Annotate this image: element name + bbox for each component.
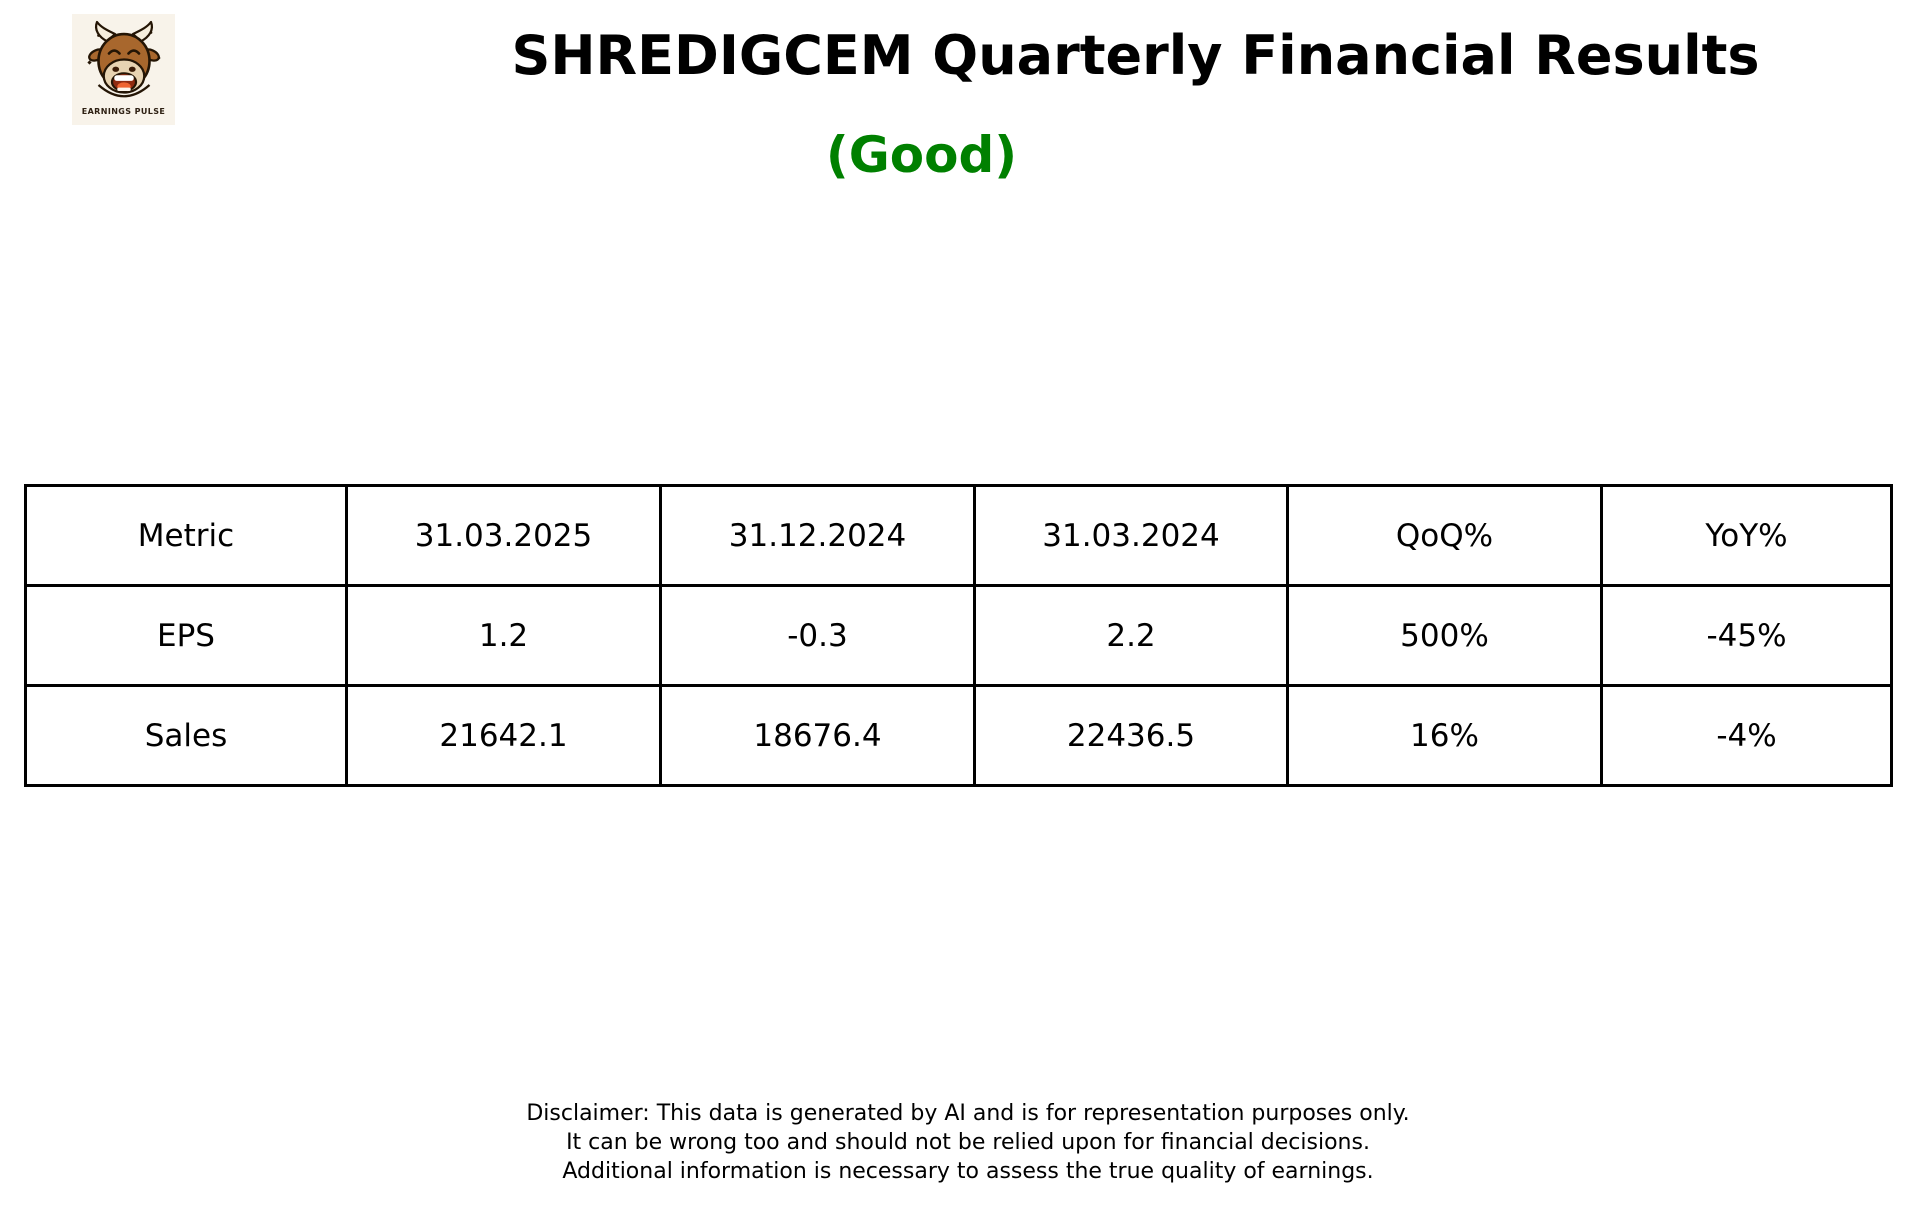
disclaimer-line-3: Additional information is necessary to a…	[562, 1159, 1374, 1184]
disclaimer-line-1: Disclaimer: This data is generated by AI…	[526, 1101, 1410, 1126]
metric-label: Sales	[24, 684, 348, 787]
column-header-yoy: YoY%	[1600, 484, 1893, 587]
sales-previous: 18676.4	[659, 684, 976, 787]
page-title: SHREDIGCEM Quarterly Financial Results	[511, 24, 1760, 87]
column-header-q-prev: 31.12.2024	[659, 484, 976, 587]
table-header-row: Metric 31.03.2025 31.12.2024 31.03.2024 …	[24, 484, 1893, 587]
column-header-q-yago: 31.03.2024	[973, 484, 1289, 587]
eps-yoy: -45%	[1600, 584, 1893, 687]
verdict-label: (Good)	[825, 126, 1018, 184]
table-row-eps: EPS 1.2 -0.3 2.2 500% -45%	[24, 584, 1893, 687]
column-header-q-curr: 31.03.2025	[345, 484, 662, 587]
sales-year-ago: 22436.5	[973, 684, 1289, 787]
brand-logo: EARNINGS PULSE	[72, 14, 175, 125]
column-header-qoq: QoQ%	[1286, 484, 1603, 587]
disclaimer-line-2: It can be wrong too and should not be re…	[566, 1130, 1370, 1155]
column-header-metric: Metric	[24, 484, 348, 587]
sales-qoq: 16%	[1286, 684, 1603, 787]
metric-label: EPS	[24, 584, 348, 687]
disclaimer: Disclaimer: This data is generated by AI…	[8, 1099, 1919, 1186]
sales-yoy: -4%	[1600, 684, 1893, 787]
sales-current: 21642.1	[345, 684, 662, 787]
results-table: Metric 31.03.2025 31.12.2024 31.03.2024 …	[24, 484, 1893, 787]
eps-previous: -0.3	[659, 584, 976, 687]
bull-mascot-icon	[86, 20, 161, 98]
eps-year-ago: 2.2	[973, 584, 1289, 687]
eps-current: 1.2	[345, 584, 662, 687]
table-row-sales: Sales 21642.1 18676.4 22436.5 16% -4%	[24, 684, 1893, 787]
eps-qoq: 500%	[1286, 584, 1603, 687]
brand-name: EARNINGS PULSE	[81, 107, 166, 116]
